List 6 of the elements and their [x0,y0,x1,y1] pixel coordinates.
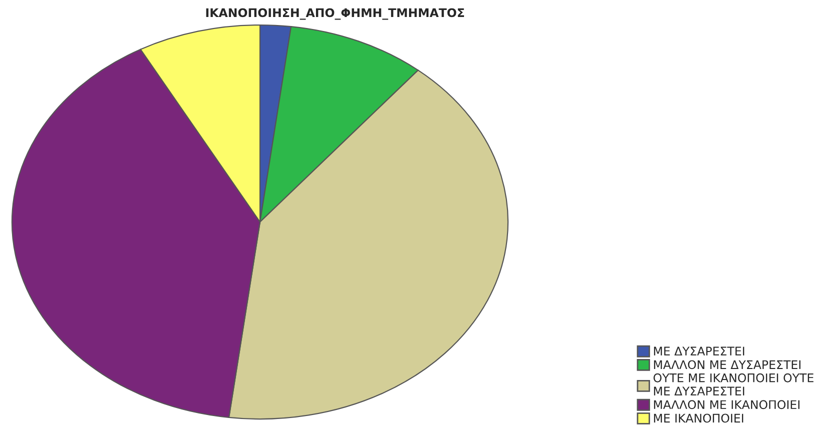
legend-label: ΜΕ ΔΥΣΑΡΕΣΤΕΙ [654,346,744,356]
legend-label: ΜΑΛΛΟΝ ΜΕ ΔΥΣΑΡΕΣΤΕΙ [654,360,800,370]
legend-label: ΟΥΤΕ ΜΕ ΙΚΑΝΟΠΟΙΕΙ ΟΥΤΕ ΜΕ ΔΥΣΑΡΕΣΤΕΙ [654,373,814,396]
chart-title: ΙΚΑΝΟΠΟΙΗΣΗ_ΑΠΟ_ΦΗΜΗ_ΤΜΗΜΑΤΟΣ [206,8,464,20]
legend-label: ΜΑΛΛΟΝ ΜΕ ΙΚΑΝΟΠΟΙΕΙ [654,400,800,410]
legend-label: ΜΕ ΙΚΑΝΟΠΟΙΕΙ [654,414,744,423]
